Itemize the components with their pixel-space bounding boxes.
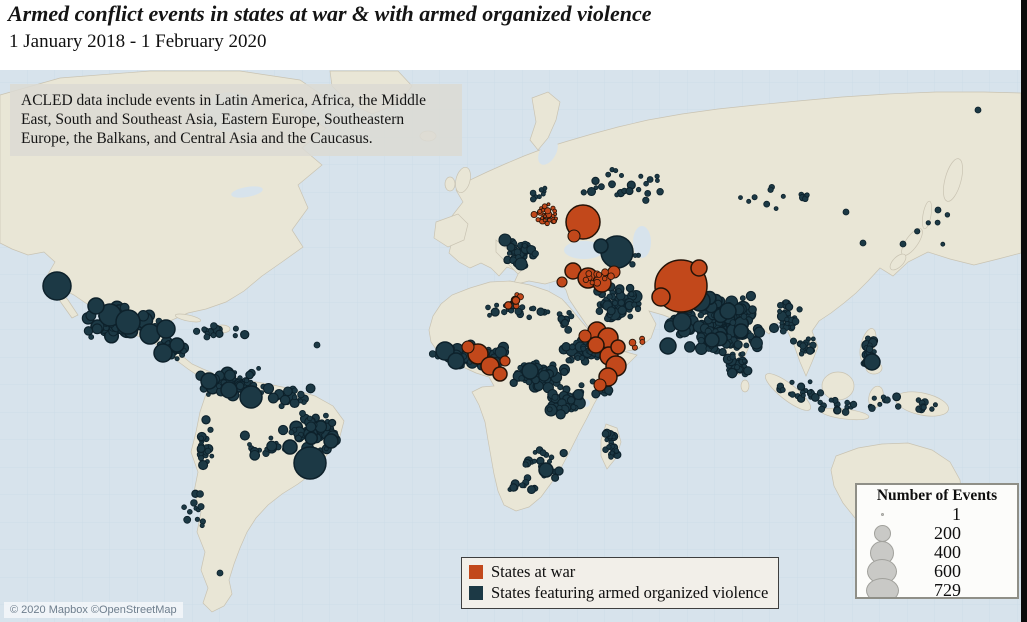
legend-label: States featuring armed organized violenc… [491,583,769,602]
size-legend-circle [865,578,899,597]
category-legend: States at war States featuring armed orga… [461,557,780,609]
size-legend-value: 200 [934,523,961,543]
right-edge-bar [1021,0,1027,622]
basemap-svg [0,70,1021,622]
world-map[interactable]: ACLED data include events in Latin Ameri… [0,70,1021,622]
size-legend-circle [880,513,884,516]
event-points-layer [42,106,982,577]
size-legend-value: 600 [934,561,961,581]
legend-item[interactable]: States at war [469,561,768,582]
size-legend-row: 729 [861,578,1013,599]
legend-swatch [469,564,483,579]
size-legend-title: Number of Events [876,487,998,504]
size-legend-value: 400 [934,542,961,562]
date-range-subtitle: 1 January 2018 - 1 February 2020 [9,31,267,52]
map-annotation: ACLED data include events in Latin Ameri… [10,84,462,156]
legend-item[interactable]: States featuring armed organized violenc… [469,582,768,603]
header: Armed conflict events in states at war &… [0,0,1021,70]
legend-label: States at war [491,562,576,581]
size-legend-row: 400 [861,540,1013,565]
size-legend-value: 1 [952,504,961,524]
map-attribution[interactable]: © 2020 Mapbox ©OpenStreetMap [4,602,183,618]
size-legend-circle [873,525,891,542]
size-legend-value: 729 [934,580,961,599]
legend-swatch [469,585,483,600]
size-legend-row: 1 [861,504,1013,524]
size-legend: Number of Events 1 200 400 600 729 [855,483,1019,599]
page-title: Armed conflict events in states at war &… [8,1,652,26]
